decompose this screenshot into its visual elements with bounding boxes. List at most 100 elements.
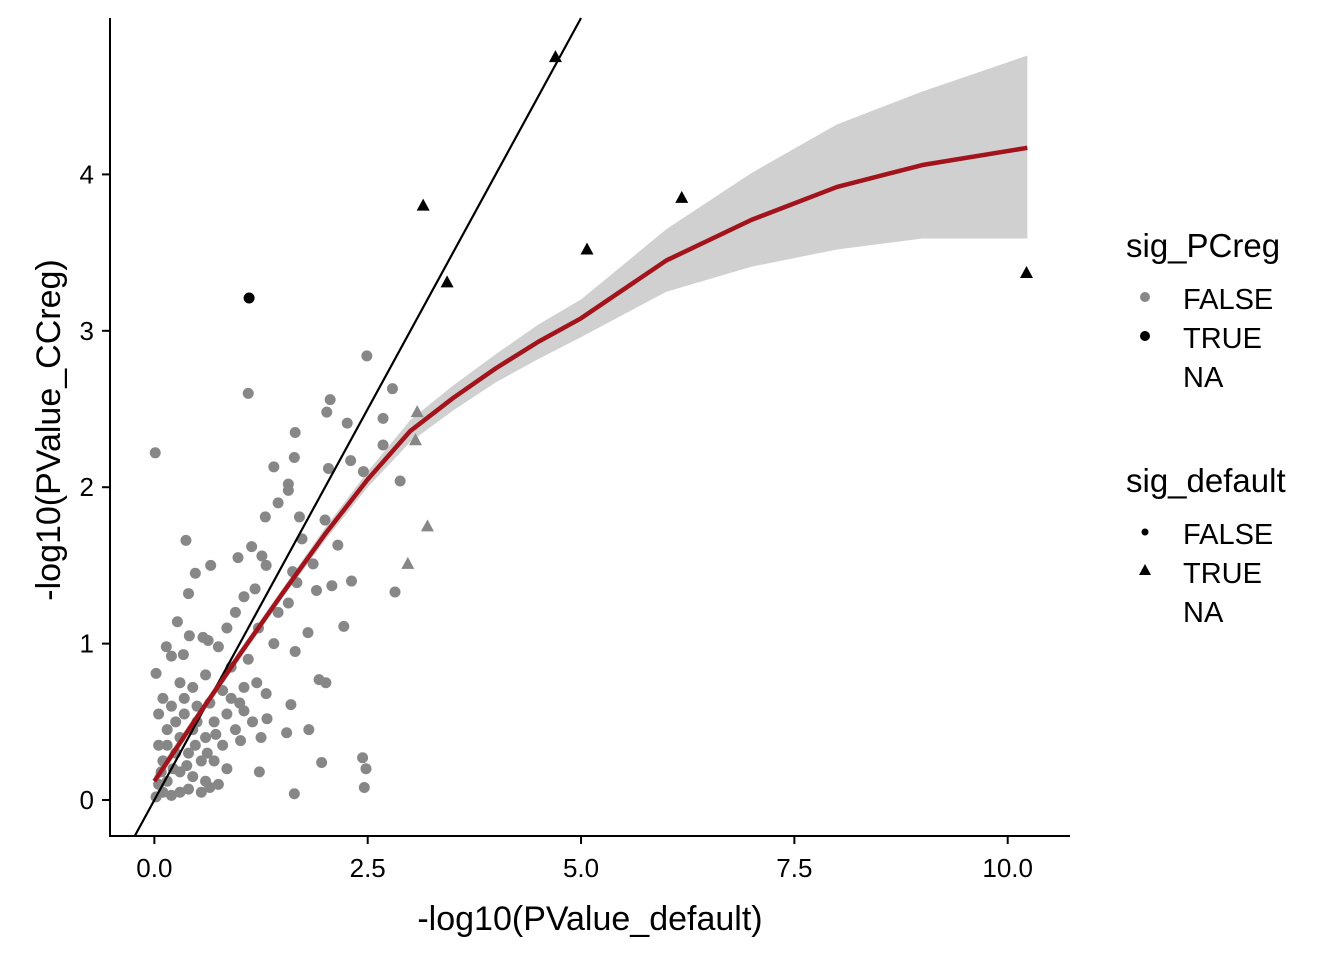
data-point bbox=[345, 455, 357, 467]
data-point-triangle bbox=[416, 198, 430, 211]
data-point bbox=[177, 649, 189, 661]
data-point bbox=[256, 550, 268, 562]
data-point bbox=[153, 739, 165, 751]
legend-entry-label: FALSE bbox=[1183, 519, 1273, 551]
legend-title: sig_default bbox=[1126, 462, 1286, 499]
data-point bbox=[386, 383, 398, 395]
data-point bbox=[289, 426, 301, 438]
data-point bbox=[358, 782, 370, 794]
legend-entry-label: TRUE bbox=[1183, 558, 1262, 590]
data-point bbox=[200, 669, 212, 681]
data-point bbox=[225, 692, 237, 704]
data-point bbox=[195, 755, 207, 767]
data-point bbox=[165, 789, 177, 801]
legend-entry-label: FALSE bbox=[1183, 284, 1273, 316]
data-point bbox=[319, 514, 331, 526]
data-point bbox=[183, 588, 195, 600]
data-point bbox=[204, 782, 216, 794]
data-point bbox=[238, 591, 250, 603]
data-point bbox=[160, 641, 172, 653]
data-point bbox=[187, 771, 199, 783]
data-point-triangle bbox=[675, 190, 689, 203]
data-point-triangle bbox=[401, 556, 415, 569]
data-point bbox=[187, 681, 199, 693]
data-point bbox=[221, 763, 233, 775]
x-tick-label: 7.5 bbox=[776, 853, 812, 883]
data-point bbox=[288, 451, 300, 463]
data-point bbox=[282, 597, 294, 609]
data-point bbox=[345, 575, 357, 587]
data-point bbox=[268, 461, 280, 473]
data-point bbox=[320, 677, 332, 689]
data-point bbox=[150, 667, 162, 679]
data-point bbox=[170, 716, 182, 728]
data-point bbox=[324, 394, 336, 406]
data-point bbox=[289, 645, 301, 657]
data-point bbox=[238, 681, 250, 693]
data-point bbox=[149, 447, 161, 459]
data-point bbox=[153, 708, 165, 720]
data-point-triangle bbox=[580, 242, 594, 255]
data-point bbox=[361, 350, 373, 362]
data-point bbox=[377, 412, 389, 424]
legend: sig_PCreg FALSE TRUE NA sig_default FALSE TRUE… bbox=[1126, 227, 1286, 629]
legend-entry-label: NA bbox=[1183, 597, 1224, 629]
data-point bbox=[171, 616, 183, 628]
legend-key-circle-icon bbox=[1140, 292, 1150, 302]
data-point bbox=[161, 775, 173, 787]
y-tick-label: 2 bbox=[80, 472, 94, 502]
data-point bbox=[246, 541, 258, 553]
legend-key-circle-icon bbox=[1141, 528, 1149, 536]
data-point bbox=[242, 387, 254, 399]
data-point bbox=[255, 731, 267, 743]
data-point bbox=[247, 716, 259, 728]
smooth-fit-line bbox=[152, 145, 1028, 783]
data-point bbox=[249, 583, 261, 595]
data-point bbox=[178, 708, 190, 720]
data-point bbox=[217, 685, 229, 697]
data-point bbox=[322, 462, 334, 474]
legend-title: sig_PCreg bbox=[1126, 227, 1280, 264]
x-tick-label: 0.0 bbox=[136, 853, 172, 883]
data-point bbox=[200, 731, 212, 743]
data-point bbox=[161, 724, 173, 736]
legend-key-triangle-icon bbox=[1139, 564, 1151, 575]
data-point bbox=[183, 783, 195, 795]
data-point bbox=[316, 756, 328, 768]
confidence-ribbon bbox=[154, 55, 1028, 788]
data-point bbox=[251, 677, 263, 689]
data-point bbox=[183, 747, 195, 759]
data-point bbox=[189, 567, 201, 579]
x-tick-label: 10.0 bbox=[982, 853, 1033, 883]
data-point bbox=[210, 728, 222, 740]
data-point bbox=[288, 788, 300, 800]
data-point bbox=[268, 638, 280, 650]
data-point bbox=[165, 700, 177, 712]
data-point bbox=[217, 739, 229, 751]
data-point bbox=[189, 739, 201, 751]
lines-layer bbox=[133, 17, 1028, 837]
data-point bbox=[261, 713, 273, 725]
axes: 0.0 2.5 5.0 7.5 10.0 0 1 2 3 4 bbox=[80, 18, 1070, 883]
data-point bbox=[242, 653, 254, 665]
data-point bbox=[232, 552, 244, 564]
data-point bbox=[165, 650, 177, 662]
data-point-triangle bbox=[408, 433, 422, 446]
data-point bbox=[174, 677, 186, 689]
data-point bbox=[183, 630, 195, 642]
data-point bbox=[197, 631, 209, 643]
data-point bbox=[181, 760, 193, 772]
data-point bbox=[235, 735, 247, 747]
data-point bbox=[377, 439, 389, 451]
confidence-ribbon-layer bbox=[154, 55, 1028, 788]
data-point bbox=[341, 417, 353, 429]
y-tick-label: 3 bbox=[80, 316, 94, 346]
data-point-triangle bbox=[440, 275, 454, 288]
data-point bbox=[229, 606, 241, 618]
data-point bbox=[180, 534, 192, 546]
data-point-triangle bbox=[420, 519, 434, 532]
data-point bbox=[394, 475, 406, 487]
data-point bbox=[174, 786, 186, 798]
data-point bbox=[243, 292, 255, 304]
data-point bbox=[357, 752, 369, 764]
